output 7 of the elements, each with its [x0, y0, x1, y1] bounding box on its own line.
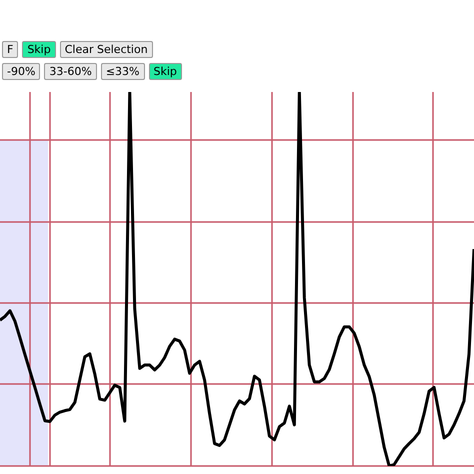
- text: Skip: [27, 43, 51, 56]
- text: Skip: [154, 65, 177, 78]
- text: Clear Selection: [64, 43, 148, 56]
- text: -90%: [7, 65, 36, 78]
- text: 33-60%: [49, 65, 92, 78]
- text: ≤33%: [106, 65, 140, 78]
- text: F: [7, 43, 14, 56]
